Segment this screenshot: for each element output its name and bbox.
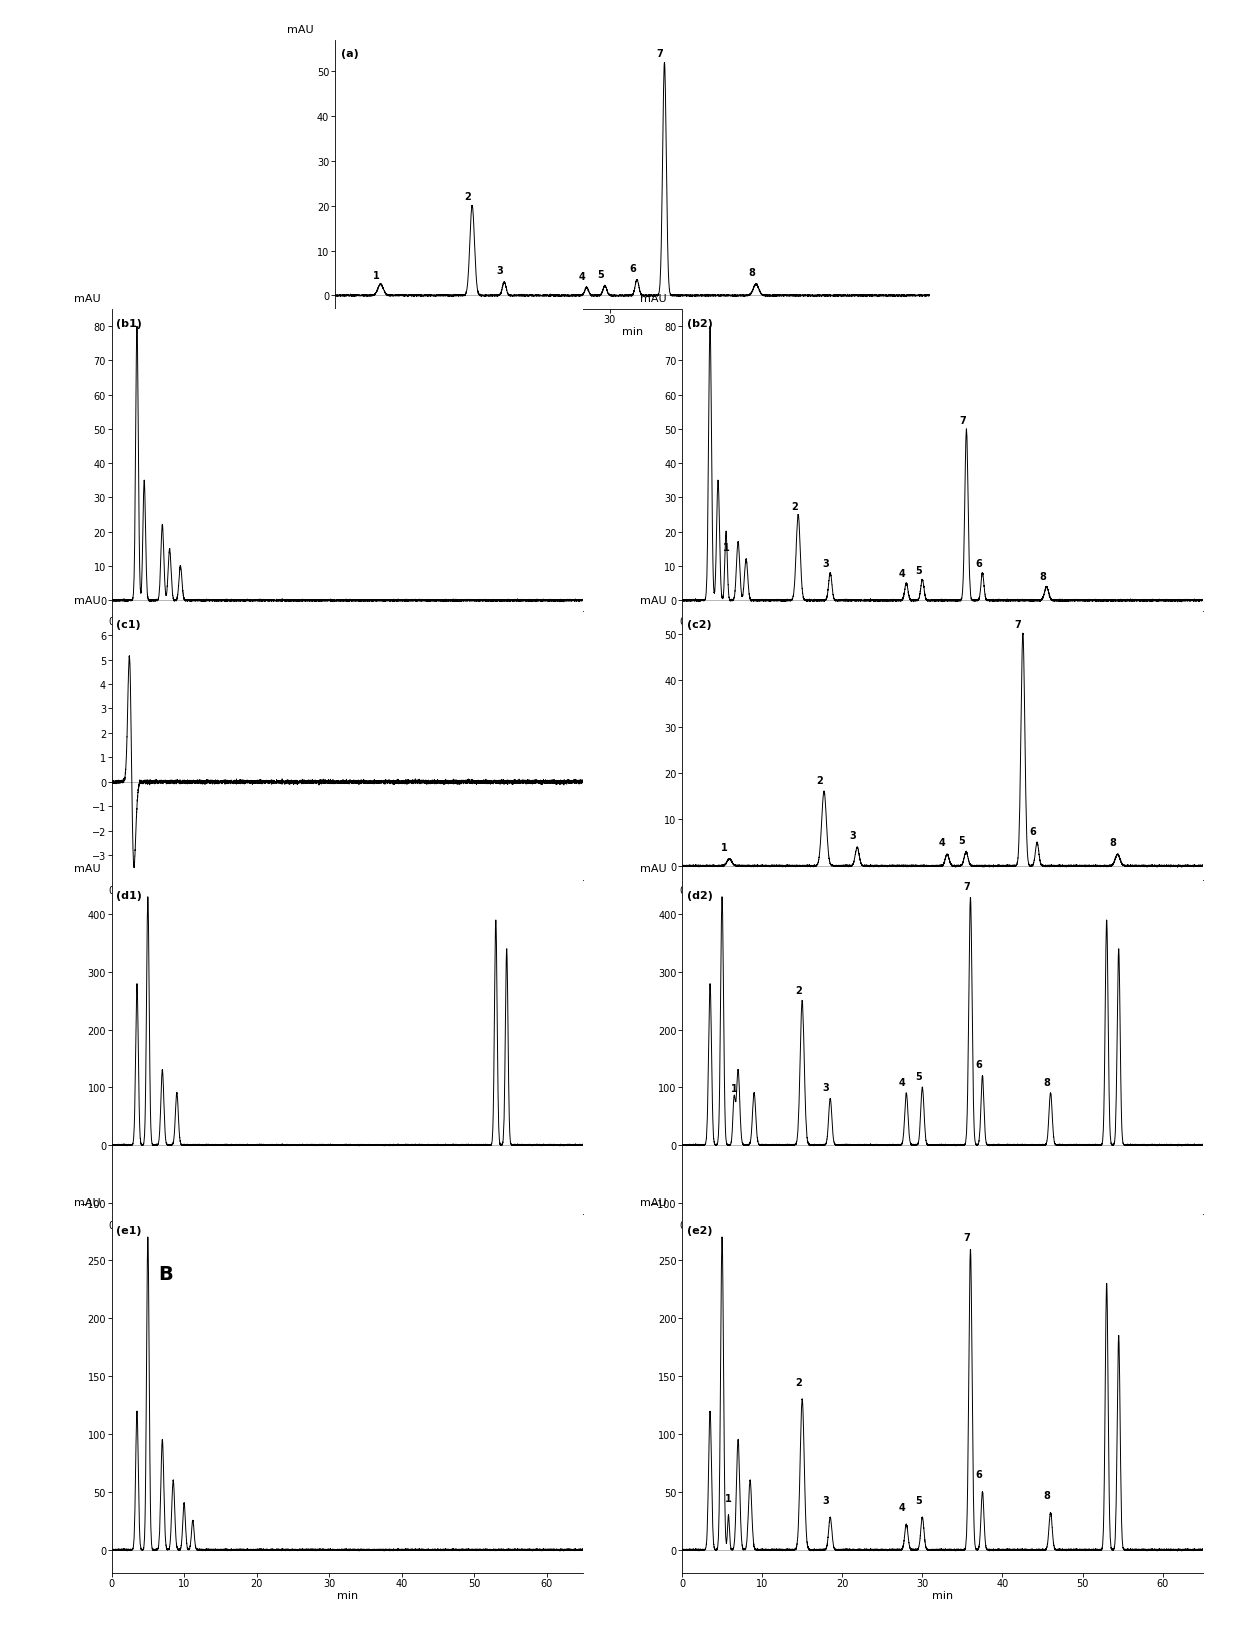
Text: 3: 3 [849,831,856,841]
Text: (e2): (e2) [687,1226,713,1236]
Text: 4: 4 [899,569,905,579]
Text: 8: 8 [1110,838,1116,848]
Text: (b1): (b1) [117,319,143,329]
Text: 5: 5 [915,566,921,575]
Text: (e1): (e1) [117,1226,141,1236]
X-axis label: min: min [931,628,954,639]
Text: 5: 5 [959,836,965,846]
Text: 6: 6 [1029,826,1035,836]
Text: 8: 8 [1043,1077,1050,1087]
Text: 4: 4 [899,1501,905,1511]
X-axis label: min: min [931,1231,954,1242]
X-axis label: min: min [621,326,644,337]
Text: 6: 6 [975,1060,982,1069]
Text: 8: 8 [1039,572,1047,582]
Text: 2: 2 [464,192,471,202]
Text: 6: 6 [975,1469,982,1480]
Text: 5: 5 [596,271,604,280]
Text: (c1): (c1) [117,619,141,629]
Text: 1: 1 [373,271,379,280]
Text: mAU: mAU [288,26,314,36]
Text: 4: 4 [579,272,585,282]
Text: 7: 7 [959,416,966,425]
X-axis label: min: min [931,897,954,908]
Text: (a): (a) [341,49,358,59]
Text: 3: 3 [823,1495,830,1504]
Text: mAU: mAU [74,1196,100,1208]
Text: 7: 7 [963,882,970,892]
Text: 3: 3 [823,1082,830,1092]
Text: mAU: mAU [74,293,100,303]
Text: (c2): (c2) [687,619,712,629]
Text: 2: 2 [795,986,801,996]
Text: 2: 2 [816,776,822,786]
X-axis label: min: min [336,628,358,639]
Text: 6: 6 [975,559,982,569]
Text: 1: 1 [725,1493,732,1503]
Text: 1: 1 [730,1084,738,1094]
Text: mAU: mAU [640,597,667,606]
Text: 4: 4 [939,838,946,848]
X-axis label: min: min [336,897,358,908]
Text: 2: 2 [791,502,797,512]
Text: mAU: mAU [640,864,667,874]
Text: 1: 1 [723,543,729,553]
Text: 7: 7 [1014,619,1022,629]
Text: (d2): (d2) [687,890,713,900]
Text: 5: 5 [915,1495,921,1504]
Text: 8: 8 [1043,1490,1050,1500]
Text: 7: 7 [656,49,663,59]
Text: 8: 8 [748,269,755,279]
Text: 7: 7 [963,1232,970,1242]
Text: (b2): (b2) [687,319,713,329]
Text: 3: 3 [496,266,503,275]
Text: B: B [159,1263,174,1283]
Text: 1: 1 [722,843,728,852]
X-axis label: min: min [931,1589,954,1601]
Text: mAU: mAU [640,293,667,303]
Text: 5: 5 [915,1071,921,1081]
Text: 4: 4 [899,1077,905,1087]
Text: mAU: mAU [640,1196,667,1208]
Text: 3: 3 [823,559,830,569]
Text: 6: 6 [629,264,636,274]
X-axis label: min: min [336,1231,358,1242]
Text: mAU: mAU [74,864,100,874]
X-axis label: min: min [336,1589,358,1601]
Text: mAU: mAU [74,597,100,606]
Text: 2: 2 [795,1377,801,1387]
Text: (d1): (d1) [117,890,143,900]
